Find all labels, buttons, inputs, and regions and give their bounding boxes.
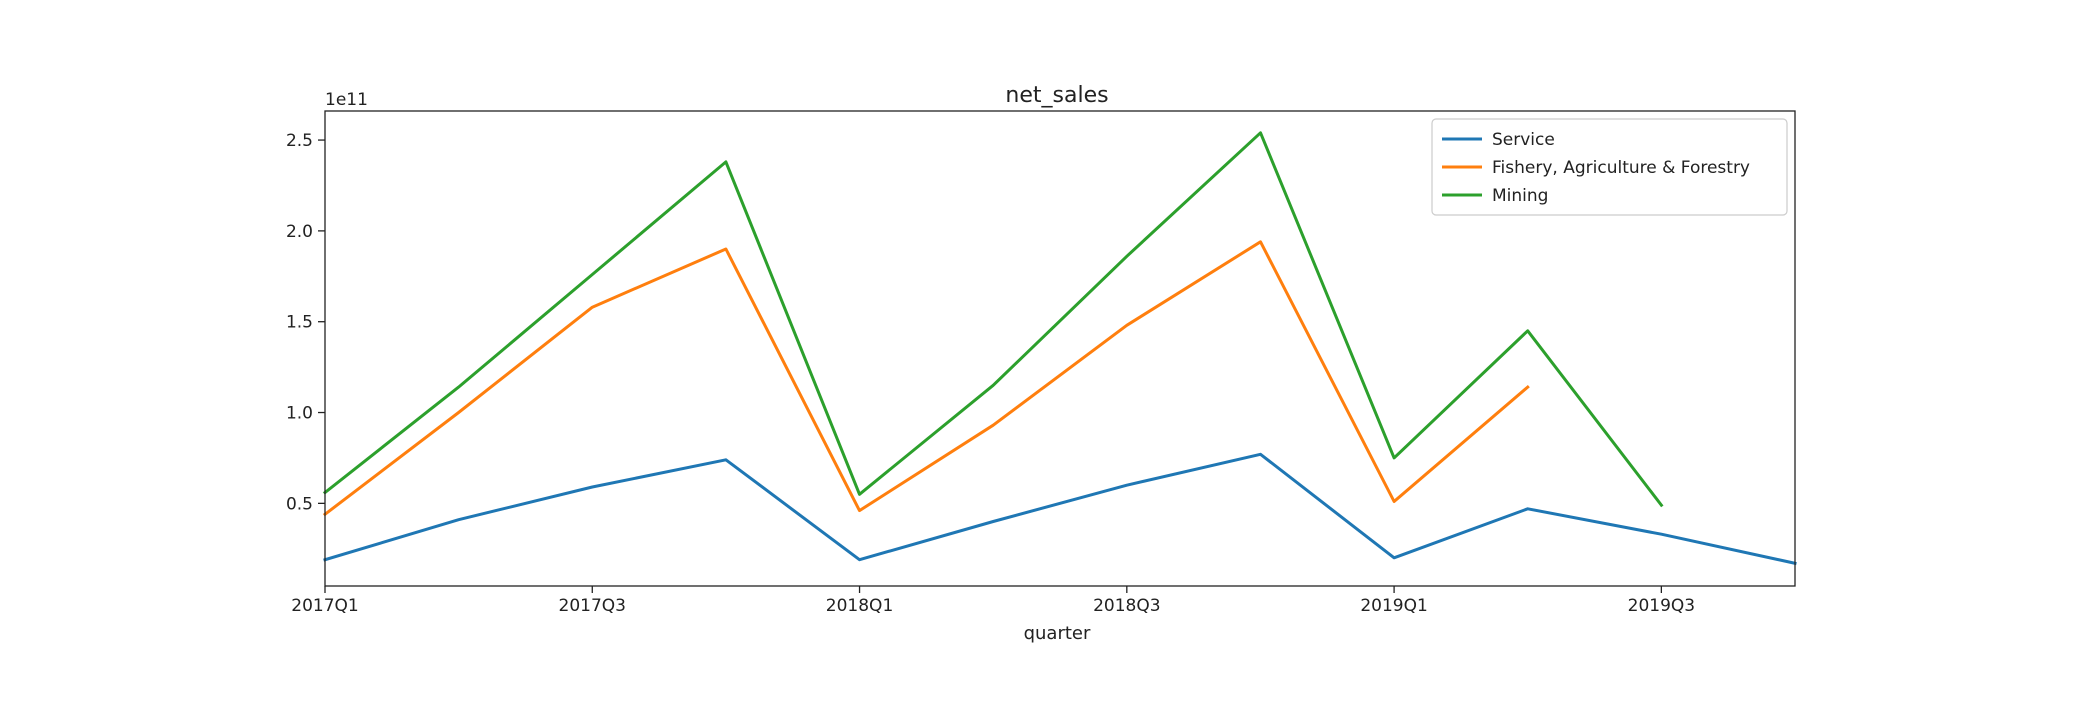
y-tick-label: 1.0 — [286, 404, 313, 424]
x-tick-label: 2018Q1 — [826, 596, 893, 616]
legend-label: Service — [1492, 130, 1555, 150]
plot-frame — [324, 110, 1796, 587]
legend-box — [1431, 118, 1788, 216]
x-tick-label: 2019Q1 — [1360, 596, 1427, 616]
x-tick-label: 2017Q3 — [559, 596, 626, 616]
y-axis-offset-label: 1e11 — [325, 90, 368, 110]
x-tick-label: 2017Q1 — [291, 596, 358, 616]
series-line-1 — [322, 240, 1530, 517]
y-tick-label: 1.5 — [286, 313, 313, 333]
series-line-2 — [322, 131, 1664, 508]
y-tick-label: 2.0 — [286, 222, 313, 242]
legend-label: Mining — [1492, 186, 1548, 206]
y-tick-label: 2.5 — [286, 131, 313, 151]
plot-area — [322, 131, 1797, 566]
legend-label: Fishery, Agriculture & Forestry — [1492, 158, 1750, 178]
series-line-0 — [323, 452, 1797, 566]
y-tick-label: 0.5 — [286, 494, 313, 514]
legend: Service Fishery, Agriculture & Forestry Mi… — [1431, 118, 1788, 216]
y-axis: 0.5 1.0 1.5 2.0 2.5 — [286, 131, 325, 514]
x-axis: 2017Q1 2017Q3 2018Q1 2018Q3 2019Q1 2019Q3 — [291, 586, 1695, 616]
x-tick-label: 2019Q3 — [1628, 596, 1695, 616]
chart-title: net_sales — [1005, 83, 1108, 108]
x-axis-label: quarter — [1024, 623, 1091, 644]
x-tick-label: 2018Q3 — [1093, 596, 1160, 616]
